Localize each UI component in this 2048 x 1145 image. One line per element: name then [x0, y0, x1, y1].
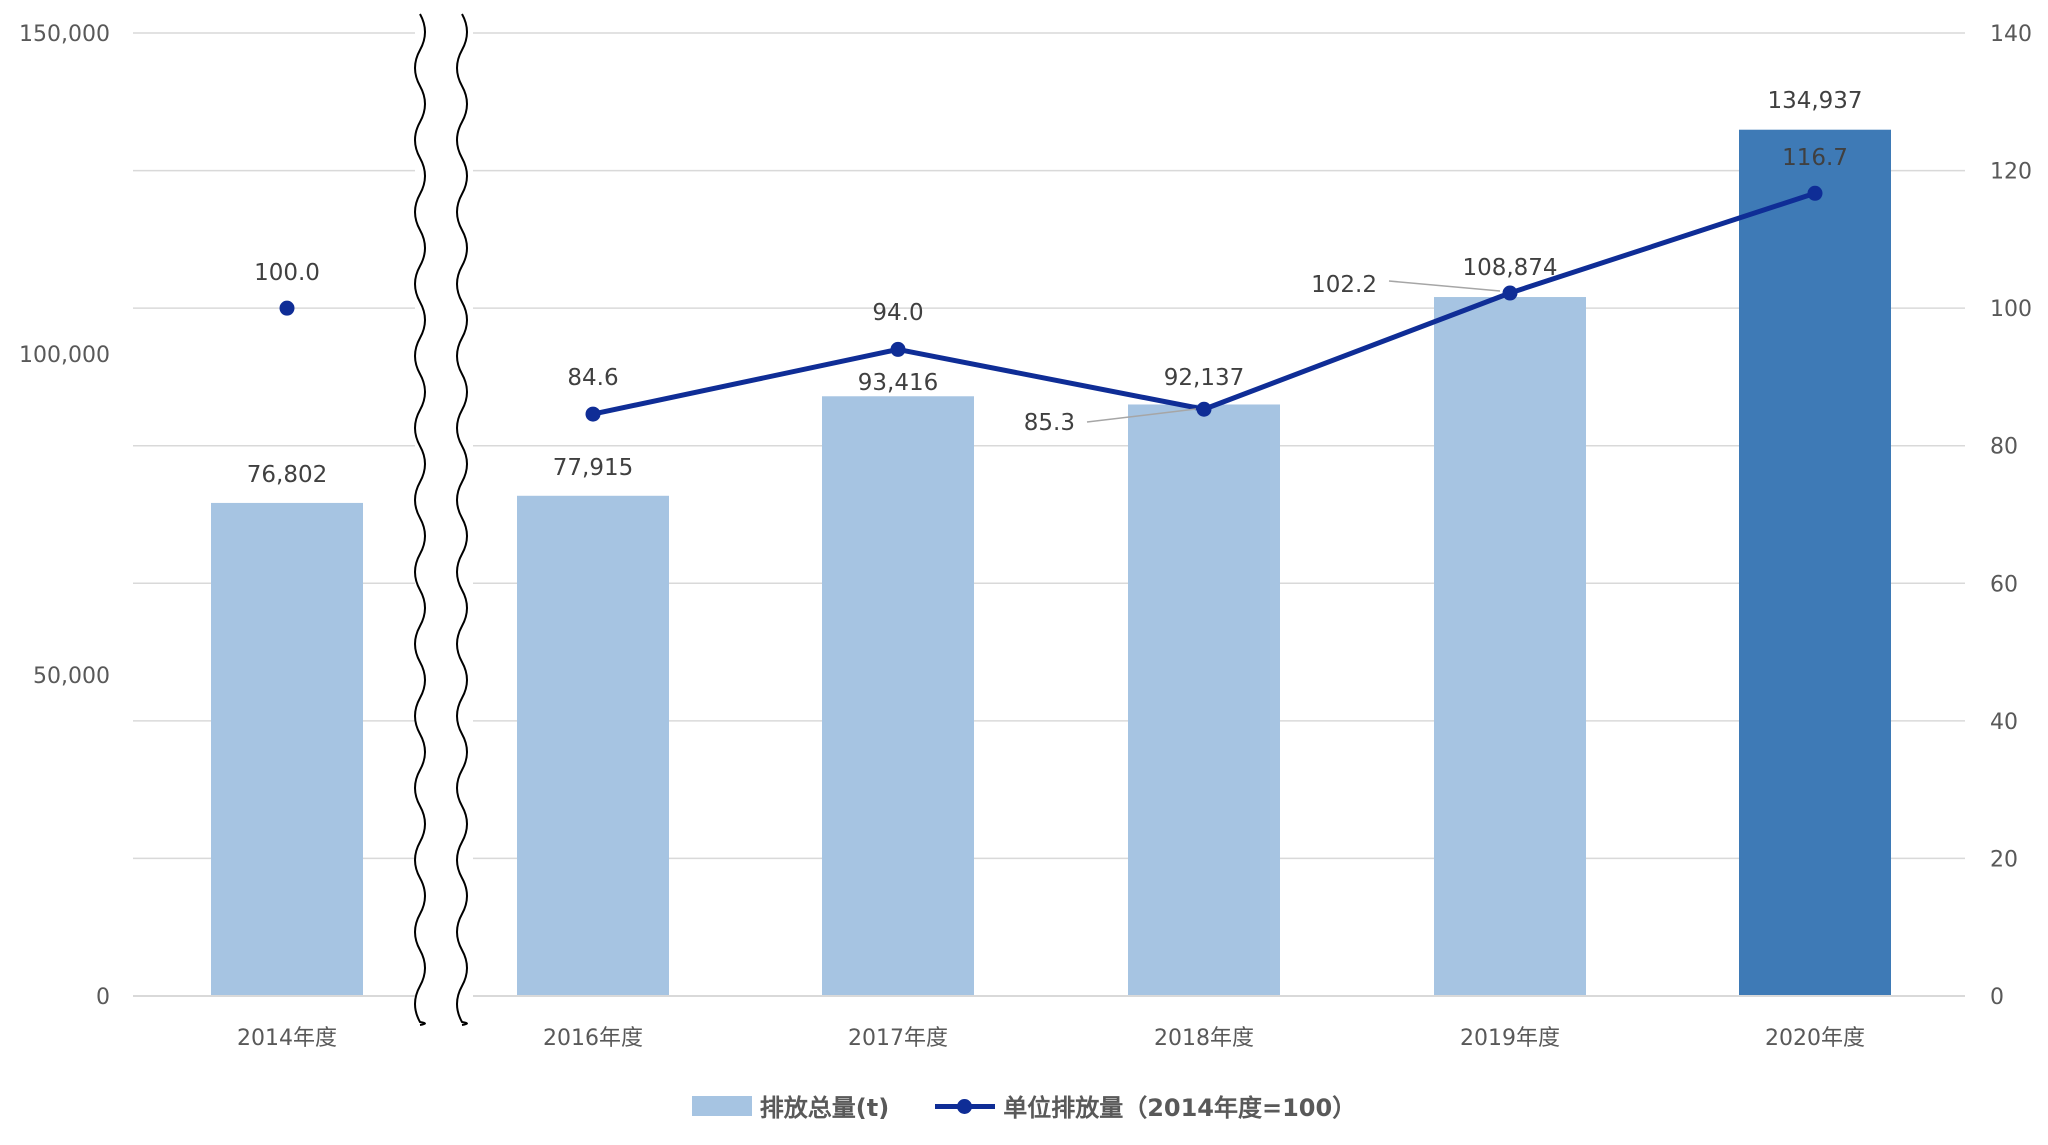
bar: [822, 396, 974, 996]
x-tick-label: 2017年度: [848, 1026, 948, 1051]
legend-bar-label: 排放总量(t): [759, 1094, 890, 1122]
y-left-tick-label: 100,000: [19, 343, 110, 368]
line-point: [279, 300, 295, 316]
legend-line-swatch: [935, 1096, 996, 1116]
bar-data-label: 93,416: [858, 370, 938, 396]
legend-bar-swatch: [691, 1095, 752, 1116]
y-right-tick-label: 120: [1990, 160, 2032, 185]
bar: [1739, 129, 1891, 996]
line-point: [890, 341, 906, 357]
bar-data-labels: 76,802 77,915 93,416 92,137 108,874 134,937: [247, 88, 1863, 488]
bar: [517, 495, 669, 996]
line-data-label: 100.0: [254, 260, 320, 286]
bar-series: [211, 129, 1891, 996]
y-right-tick-label: 100: [1990, 297, 2032, 322]
break-wave-left: [414, 13, 426, 1026]
bar-data-label: 76,802: [247, 462, 327, 488]
y-right-tick-label: 140: [1990, 22, 2032, 47]
bar-data-label: 92,137: [1164, 365, 1244, 391]
line-point: [1807, 185, 1823, 201]
y-right-tick-label: 0: [1990, 985, 2004, 1010]
legend-line-label: 单位排放量（2014年度=100）: [1003, 1094, 1357, 1122]
line-data-labels: 100.0 84.6 94.0 85.3 102.2 116.7: [254, 145, 1848, 436]
line-point: [1502, 285, 1518, 301]
bar-data-label: 77,915: [553, 455, 633, 481]
legend: 排放总量(t) 单位排放量（2014年度=100）: [0, 1088, 2048, 1123]
line-data-label: 102.2: [1311, 272, 1377, 298]
line-data-label: 85.3: [1024, 410, 1075, 436]
x-tick-label: 2018年度: [1154, 1026, 1254, 1051]
legend-item-bar: 排放总量(t): [691, 1088, 890, 1123]
x-tick-label: 2014年度: [237, 1026, 337, 1051]
line-data-label: 116.7: [1782, 145, 1848, 171]
bar-data-label: 134,937: [1767, 88, 1862, 114]
left-axis-ticks: 0 50,000 100,000 150,000: [19, 22, 110, 1010]
x-tick-label: 2019年度: [1460, 1026, 1560, 1051]
y-left-tick-label: 150,000: [19, 22, 110, 47]
x-tick-label: 2016年度: [543, 1026, 643, 1051]
line-data-label: 94.0: [872, 300, 923, 326]
bar: [1434, 297, 1586, 996]
y-right-tick-label: 60: [1990, 572, 2018, 597]
y-right-tick-label: 40: [1990, 710, 2018, 735]
y-left-tick-label: 50,000: [33, 664, 110, 689]
category-labels: 2014年度 2016年度 2017年度 2018年度 2019年度 2020年度: [237, 1026, 1865, 1051]
line-series: [279, 185, 1823, 422]
bar: [1128, 404, 1280, 996]
leader-line: [1086, 408, 1197, 423]
axis-break: [414, 8, 473, 1028]
line-data-label: 84.6: [567, 365, 618, 391]
line-point: [1196, 401, 1212, 417]
line-point: [585, 406, 601, 422]
leader-line: [1388, 280, 1501, 292]
legend-item-line: 单位排放量（2014年度=100）: [935, 1088, 1356, 1123]
emissions-chart: 0 50,000 100,000 150,000 0 20 40 60 80 100 120 140…: [19, 8, 2032, 1051]
y-left-tick-label: 0: [96, 985, 110, 1010]
break-wave-right: [456, 13, 468, 1026]
bar-data-label: 108,874: [1462, 255, 1557, 281]
bar: [211, 502, 363, 996]
y-right-tick-label: 20: [1990, 847, 2018, 872]
x-tick-label: 2020年度: [1765, 1026, 1865, 1051]
gridlines: [133, 32, 1965, 860]
right-axis-ticks: 0 20 40 60 80 100 120 140: [1990, 22, 2032, 1010]
y-right-tick-label: 80: [1990, 435, 2018, 460]
